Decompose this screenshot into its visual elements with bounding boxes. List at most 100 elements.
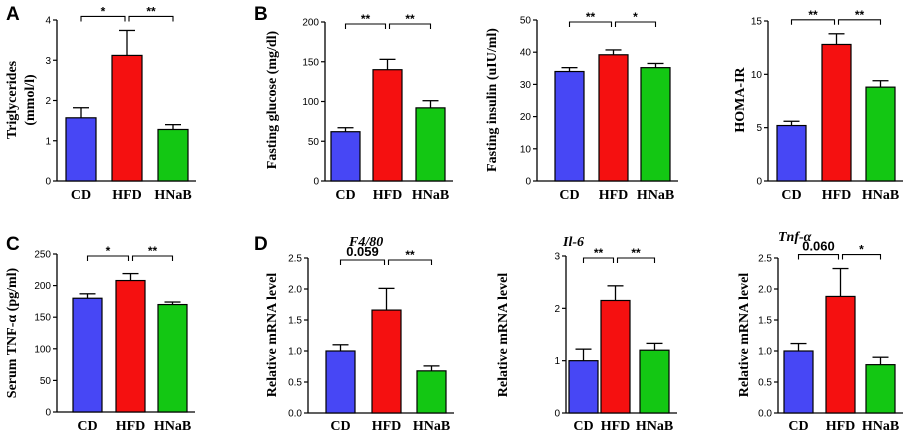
x-category-label: HFD xyxy=(601,419,631,434)
bar-hnab xyxy=(415,107,446,182)
y-tick-label: 1.0 xyxy=(288,347,302,358)
y-axis-label: Fasting insulin (uIU/ml) xyxy=(485,28,500,172)
bar-cd xyxy=(568,360,599,414)
significance-bracket xyxy=(837,19,882,25)
y-tick-label: 20 xyxy=(520,112,532,123)
significance-bracket xyxy=(388,23,432,29)
y-tick-label: 30 xyxy=(520,80,532,91)
panel-letter: D xyxy=(254,234,268,255)
x-category-label: CD xyxy=(77,419,97,434)
x-category-label: HFD xyxy=(372,419,402,434)
y-tick-label: 0 xyxy=(45,177,51,188)
y-axis-label: Fasting glucose (mg/dl) xyxy=(265,30,280,169)
significance-label: ** xyxy=(594,246,604,260)
significance-bracket xyxy=(797,253,840,260)
bar-hfd xyxy=(825,295,856,414)
y-tick-label: 200 xyxy=(302,18,319,29)
y-tick-label: 10 xyxy=(520,144,532,155)
significance-bracket xyxy=(344,23,387,29)
significance-label: * xyxy=(859,243,864,257)
significance-bracket xyxy=(128,15,174,22)
bar-hnab xyxy=(639,349,670,414)
x-category-label: CD xyxy=(71,188,91,203)
y-tick-label: 1.5 xyxy=(758,316,772,327)
significance-label: 0.059 xyxy=(346,244,379,259)
x-category-label: HNaB xyxy=(154,188,191,203)
bar-hfd xyxy=(600,299,631,414)
y-tick-label: 2.0 xyxy=(758,285,772,296)
y-tick-label: 50 xyxy=(308,137,320,148)
chart-il-6-mrna: Il-6 Relative mRNA level 0 1 2 3 CD HFD HNaB ** ** xyxy=(496,235,677,434)
bar-cd xyxy=(65,117,97,182)
bar-hfd xyxy=(111,54,143,182)
panel-letter: A xyxy=(6,4,20,25)
chart-fasting-glucose: B Fasting glucose (mg/dl) 0 50 100 150 200 CD HF… xyxy=(254,4,453,203)
x-category-label: CD xyxy=(573,419,593,434)
chart-tnf-alpha-mrna: Tnf-α Relative mRNA level 0.0 0.5 1.0 1.5 2.0 2… xyxy=(737,230,903,434)
significance-bracket xyxy=(86,255,130,261)
y-tick-label: 40 xyxy=(520,48,532,59)
y-tick-label: 0 xyxy=(756,177,762,188)
significance-bracket xyxy=(841,253,882,260)
y-tick-label: 1.0 xyxy=(758,347,772,358)
chart-f4-80-mrna: D F4/80 Relative mRNA level 0.0 0.5 1.0 1.5 2.0… xyxy=(254,234,454,434)
bar-cd xyxy=(783,350,814,414)
panel-letter: C xyxy=(6,234,20,255)
x-category-label: CD xyxy=(781,188,801,203)
y-tick-label: 4 xyxy=(45,16,51,27)
y-axis-label: Relative mRNA level xyxy=(496,273,511,398)
x-category-label: HFD xyxy=(373,188,403,203)
y-tick-label: 150 xyxy=(34,313,51,324)
y-tick-label: 15 xyxy=(751,17,763,28)
x-category-label: HNaB xyxy=(636,419,673,434)
y-tick-label: 0.0 xyxy=(758,409,772,420)
x-category-label: HNaB xyxy=(413,419,450,434)
significance-label: * xyxy=(633,10,638,24)
significance-label: ** xyxy=(855,8,865,22)
x-category-label: HFD xyxy=(599,188,629,203)
significance-label: ** xyxy=(361,12,371,26)
panel-letter: B xyxy=(254,4,268,25)
y-tick-label: 5 xyxy=(756,123,762,134)
y-tick-label: 200 xyxy=(34,281,51,292)
bar-hnab xyxy=(865,364,896,414)
significance-bracket xyxy=(582,257,615,263)
significance-bracket xyxy=(568,21,613,27)
bar-hnab xyxy=(416,370,447,414)
x-category-label: CD xyxy=(559,188,579,203)
chart-fasting-insulin: Fasting insulin (uIU/ml) 0 10 20 30 40 50 CD HFD… xyxy=(485,10,678,203)
y-tick-label: 100 xyxy=(302,97,319,108)
y-tick-label: 2.5 xyxy=(288,254,302,265)
y-tick-label: 3 xyxy=(45,56,51,67)
x-category-label: HNaB xyxy=(862,419,899,434)
bar-hfd xyxy=(598,54,629,182)
y-tick-label: 2.0 xyxy=(288,285,302,296)
bar-hfd xyxy=(115,279,146,413)
y-tick-label: 0.5 xyxy=(288,378,302,389)
significance-bracket xyxy=(616,257,656,263)
x-category-label: HNaB xyxy=(154,419,191,434)
y-tick-label: 0 xyxy=(45,408,51,419)
y-tick-label: 0.5 xyxy=(758,378,772,389)
y-tick-label: 0 xyxy=(313,177,319,188)
y-tick-label: 0 xyxy=(525,177,531,188)
bar-cd xyxy=(72,297,103,413)
x-category-label: HFD xyxy=(116,419,146,434)
bar-hnab xyxy=(157,303,188,413)
y-tick-label: 1.5 xyxy=(288,316,302,327)
significance-bracket xyxy=(387,259,433,265)
y-tick-label: 2 xyxy=(45,96,51,107)
y-tick-label: 1 xyxy=(554,356,560,367)
x-category-label: HNaB xyxy=(637,188,674,203)
significance-bracket xyxy=(790,19,836,25)
significance-bracket xyxy=(339,259,386,265)
significance-bracket xyxy=(131,255,174,261)
y-axis-label: Serum TNF-α (pg/ml) xyxy=(5,267,20,398)
y-axis-label: Relative mRNA level xyxy=(265,273,280,398)
gene-title: Tnf-α xyxy=(778,230,812,245)
y-axis-label: HOMA-IR xyxy=(733,66,748,132)
bar-hfd xyxy=(371,309,402,414)
bar-cd xyxy=(325,350,356,414)
